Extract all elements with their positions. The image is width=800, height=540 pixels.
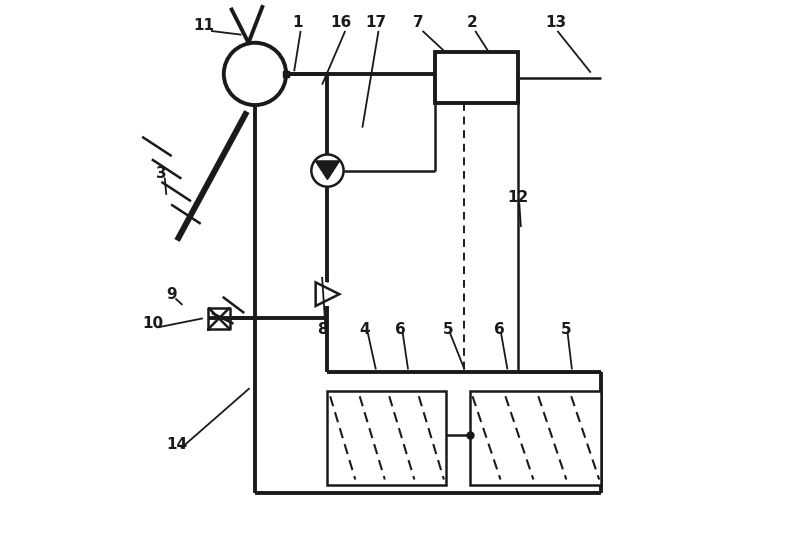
- FancyBboxPatch shape: [327, 391, 446, 485]
- Text: 17: 17: [366, 15, 386, 30]
- Text: 13: 13: [546, 15, 566, 30]
- Text: 1: 1: [293, 15, 303, 30]
- Text: 11: 11: [194, 18, 214, 33]
- FancyBboxPatch shape: [283, 71, 290, 77]
- Polygon shape: [315, 161, 339, 179]
- FancyBboxPatch shape: [470, 391, 602, 485]
- Text: 9: 9: [166, 287, 177, 302]
- Text: 16: 16: [330, 15, 351, 30]
- Text: 6: 6: [494, 322, 505, 336]
- Text: 7: 7: [414, 15, 424, 30]
- Text: 10: 10: [142, 316, 163, 331]
- Text: 8: 8: [317, 322, 327, 336]
- Text: 2: 2: [467, 15, 478, 30]
- Text: 5: 5: [443, 322, 454, 336]
- Text: 12: 12: [507, 190, 529, 205]
- Text: 3: 3: [156, 166, 166, 181]
- Circle shape: [224, 43, 286, 105]
- Text: 6: 6: [394, 322, 406, 336]
- Circle shape: [311, 154, 343, 187]
- FancyBboxPatch shape: [435, 52, 518, 104]
- Text: 5: 5: [562, 322, 572, 336]
- Text: 4: 4: [360, 322, 370, 336]
- Text: 14: 14: [166, 437, 188, 452]
